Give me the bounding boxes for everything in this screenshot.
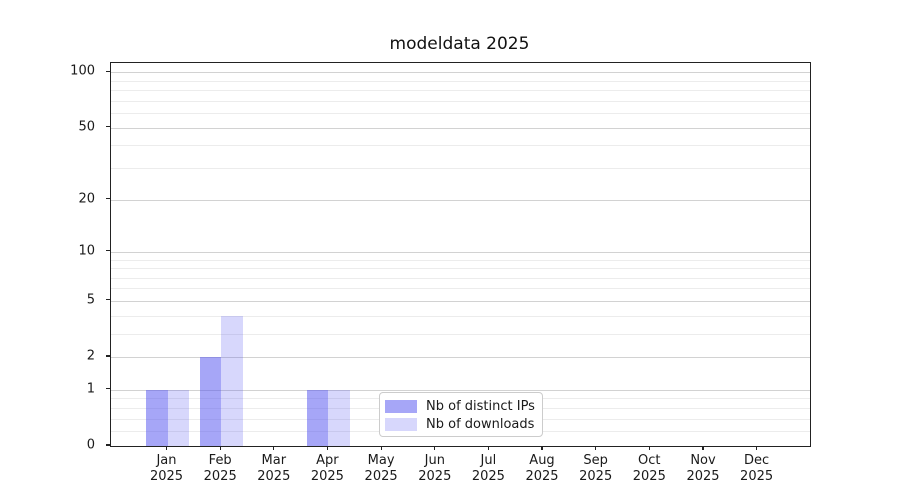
- y-grid-major: [111, 127, 810, 129]
- y-tick-mark: [106, 444, 110, 446]
- y-grid-minor: [111, 259, 810, 261]
- legend-entry-downloads: Nb of downloads: [385, 416, 534, 432]
- y-grid-minor: [111, 315, 810, 317]
- y-grid-major: [111, 357, 810, 358]
- x-tick-mark: [648, 446, 650, 450]
- bar-distinct-ips: [146, 389, 168, 446]
- x-tick-mark: [326, 446, 328, 450]
- x-tick-mark: [219, 446, 221, 450]
- y-tick-mark: [106, 388, 110, 390]
- x-tick-label: Jan 2025: [149, 453, 184, 484]
- y-grid-minor: [111, 288, 810, 290]
- legend-swatch-distinct-ips: [385, 399, 417, 413]
- bar-downloads: [167, 389, 189, 446]
- x-tick-mark: [756, 446, 758, 450]
- y-tick-mark: [106, 299, 110, 301]
- y-tick-label: 1: [86, 381, 95, 397]
- x-tick-mark: [487, 446, 489, 450]
- bar-downloads: [221, 315, 243, 446]
- y-grid-minor: [111, 100, 810, 102]
- x-tick-label: Sep 2025: [579, 453, 613, 484]
- x-tick-mark: [595, 446, 597, 450]
- y-tick-label: 2: [86, 348, 95, 364]
- x-tick-label: Aug 2025: [525, 453, 559, 484]
- x-tick-label: Jul 2025: [471, 453, 505, 484]
- y-grid-major: [111, 251, 810, 253]
- y-tick-label: 5: [86, 292, 95, 308]
- x-tick-label: Mar 2025: [257, 453, 291, 484]
- x-tick-mark: [541, 446, 543, 450]
- y-grid-minor: [111, 167, 810, 169]
- y-tick-mark: [106, 70, 110, 72]
- legend-label-downloads: Nb of downloads: [426, 416, 535, 432]
- x-tick-mark: [165, 446, 168, 450]
- x-tick-mark: [380, 446, 382, 450]
- bar-distinct-ips: [306, 389, 329, 446]
- y-tick-mark: [106, 250, 110, 252]
- y-grid-major: [111, 72, 810, 74]
- bar-distinct-ips: [199, 357, 222, 446]
- y-grid-minor: [111, 277, 810, 279]
- y-grid-minor: [111, 145, 810, 147]
- legend: Nb of distinct IPs Nb of downloads: [379, 392, 543, 437]
- y-tick-label: 10: [78, 243, 95, 259]
- y-grid-minor: [111, 90, 810, 92]
- legend-entry-distinct-ips: Nb of distinct IPs: [385, 398, 535, 414]
- y-tick-label: 0: [86, 437, 95, 453]
- plot-area: [110, 62, 811, 447]
- x-tick-mark: [434, 446, 436, 450]
- x-tick-label: Dec 2025: [740, 453, 774, 484]
- legend-label-distinct-ips: Nb of distinct IPs: [426, 398, 535, 414]
- y-grid-minor: [111, 268, 810, 270]
- y-grid-minor: [111, 80, 810, 82]
- y-tick-mark: [106, 197, 110, 200]
- x-tick-label: Nov 2025: [686, 453, 720, 484]
- x-tick-mark: [273, 446, 275, 450]
- chart-title: modeldata 2025: [389, 34, 530, 54]
- legend-swatch-downloads: [385, 417, 417, 431]
- x-tick-label: May 2025: [364, 453, 398, 484]
- x-tick-label: Feb 2025: [203, 453, 237, 484]
- y-grid-minor: [111, 333, 810, 335]
- x-tick-label: Oct 2025: [632, 453, 666, 484]
- x-tick-label: Jun 2025: [418, 453, 452, 484]
- x-tick-mark: [702, 446, 704, 450]
- y-grid-major: [111, 199, 810, 201]
- x-tick-label: Apr 2025: [310, 453, 344, 484]
- y-grid-major: [111, 300, 810, 302]
- y-tick-mark: [106, 355, 110, 357]
- y-tick-label: 100: [70, 63, 95, 79]
- y-tick-label: 20: [78, 191, 95, 206]
- y-grid-minor: [111, 113, 810, 115]
- bar-downloads: [328, 389, 350, 446]
- y-grid-major: [111, 389, 810, 391]
- y-tick-mark: [106, 126, 110, 128]
- y-tick-label: 50: [78, 119, 95, 135]
